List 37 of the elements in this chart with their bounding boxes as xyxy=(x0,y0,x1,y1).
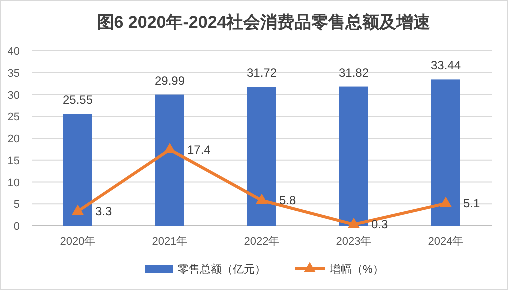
y-tick-label: 10 xyxy=(8,177,20,190)
bar xyxy=(340,86,368,226)
data-label: 3.3 xyxy=(96,204,113,219)
data-label: 5.8 xyxy=(280,194,297,208)
point xyxy=(440,196,452,208)
legend-label: 增幅（%） xyxy=(329,264,384,276)
data-label: 0.3 xyxy=(372,218,389,232)
x-tick-label: 2022年 xyxy=(244,236,280,248)
data-label: 25.55 xyxy=(62,93,94,108)
data-label: 5.1 xyxy=(464,196,481,211)
bar xyxy=(248,87,276,226)
x-tick-label: 2023年 xyxy=(336,236,372,248)
x-tick-label: 2020年 xyxy=(60,236,96,248)
chart-title: 图6 2020年-2024社会消费品零售总额及增速 xyxy=(97,13,431,32)
y-tick-label: 5 xyxy=(14,199,20,212)
legend-label: 零售总额（亿元） xyxy=(178,263,266,276)
y-tick-label: 0 xyxy=(14,221,20,233)
data-label: 33.44 xyxy=(430,58,462,73)
x-tick-label: 2024年 xyxy=(428,236,464,248)
y-tick-label: 25 xyxy=(8,112,20,124)
point xyxy=(164,143,176,154)
data-label: 31.82 xyxy=(338,66,370,80)
point xyxy=(72,204,84,215)
data-label: 17.4 xyxy=(188,142,212,157)
bar xyxy=(432,80,460,226)
data-label: 29.99 xyxy=(154,74,186,88)
y-tick-label: 35 xyxy=(8,68,20,80)
point xyxy=(256,194,268,204)
x-tick-label: 2021年 xyxy=(152,236,188,248)
bar xyxy=(156,94,184,226)
point xyxy=(348,218,360,228)
data-label: 31.72 xyxy=(246,66,278,80)
y-tick-label: 30 xyxy=(8,90,20,102)
y-tick-label: 40 xyxy=(8,46,20,58)
y-tick-label: 15 xyxy=(8,155,20,168)
y-tick-label: 20 xyxy=(8,134,20,146)
bar xyxy=(64,114,92,226)
